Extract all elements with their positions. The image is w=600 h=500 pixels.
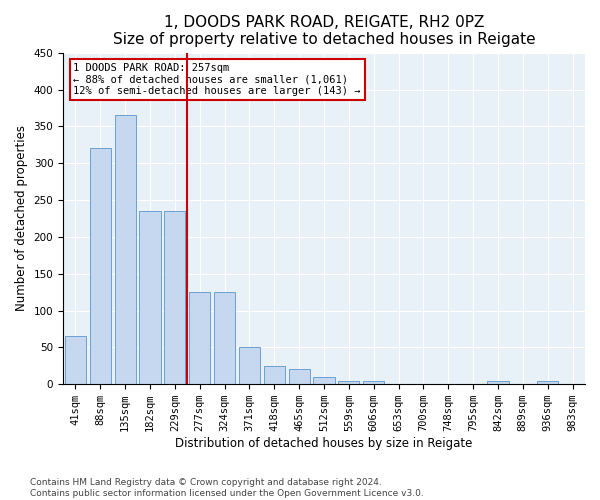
Bar bbox=[313, 377, 335, 384]
Bar bbox=[264, 366, 285, 384]
Bar bbox=[139, 211, 161, 384]
Bar bbox=[164, 211, 185, 384]
Bar bbox=[115, 116, 136, 384]
X-axis label: Distribution of detached houses by size in Reigate: Distribution of detached houses by size … bbox=[175, 437, 473, 450]
Y-axis label: Number of detached properties: Number of detached properties bbox=[15, 126, 28, 312]
Bar bbox=[537, 382, 558, 384]
Bar bbox=[487, 382, 509, 384]
Bar bbox=[214, 292, 235, 384]
Bar bbox=[289, 370, 310, 384]
Bar bbox=[65, 336, 86, 384]
Title: 1, DOODS PARK ROAD, REIGATE, RH2 0PZ
Size of property relative to detached house: 1, DOODS PARK ROAD, REIGATE, RH2 0PZ Siz… bbox=[113, 15, 535, 48]
Bar bbox=[189, 292, 210, 384]
Bar bbox=[338, 380, 359, 384]
Bar bbox=[90, 148, 111, 384]
Bar bbox=[239, 348, 260, 384]
Text: Contains HM Land Registry data © Crown copyright and database right 2024.
Contai: Contains HM Land Registry data © Crown c… bbox=[30, 478, 424, 498]
Text: 1 DOODS PARK ROAD: 257sqm
← 88% of detached houses are smaller (1,061)
12% of se: 1 DOODS PARK ROAD: 257sqm ← 88% of detac… bbox=[73, 62, 361, 96]
Bar bbox=[363, 382, 384, 384]
